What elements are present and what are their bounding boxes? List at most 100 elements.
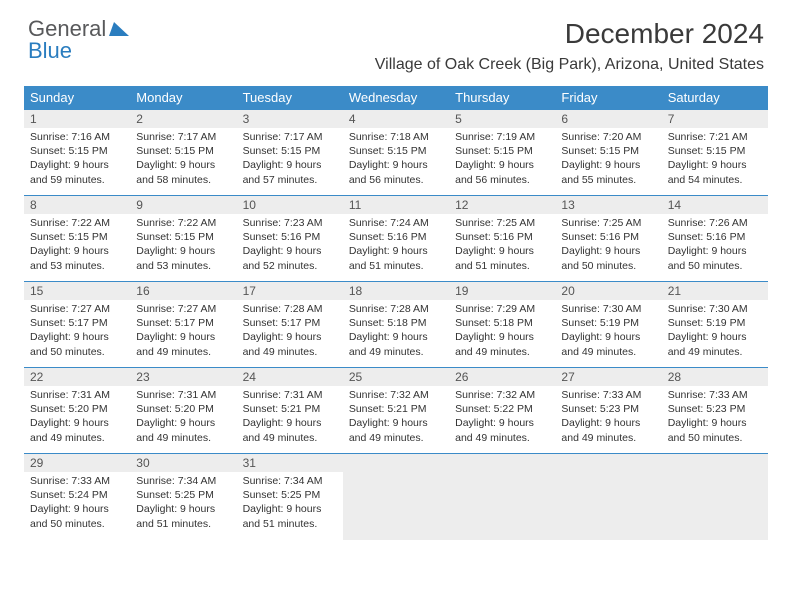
day-detail-line: and 49 minutes.	[349, 345, 445, 359]
day-detail-line: Sunrise: 7:25 AM	[561, 216, 657, 230]
weekday-header: Monday	[130, 86, 236, 110]
day-number: 6	[555, 110, 661, 128]
calendar-day-cell: 17Sunrise: 7:28 AMSunset: 5:17 PMDayligh…	[237, 282, 343, 368]
calendar-day-cell: 21Sunrise: 7:30 AMSunset: 5:19 PMDayligh…	[662, 282, 768, 368]
calendar-day-cell: 26Sunrise: 7:32 AMSunset: 5:22 PMDayligh…	[449, 368, 555, 454]
day-details: Sunrise: 7:31 AMSunset: 5:21 PMDaylight:…	[237, 386, 343, 449]
day-detail-line: Sunset: 5:15 PM	[136, 230, 232, 244]
day-number: 13	[555, 196, 661, 214]
day-detail-line: and 50 minutes.	[30, 517, 126, 531]
day-detail-line: Sunset: 5:21 PM	[349, 402, 445, 416]
day-detail-line: and 49 minutes.	[136, 345, 232, 359]
day-detail-line: Daylight: 9 hours	[668, 330, 764, 344]
weekday-header: Friday	[555, 86, 661, 110]
day-number: 18	[343, 282, 449, 300]
day-detail-line: and 49 minutes.	[243, 345, 339, 359]
day-detail-line: and 50 minutes.	[30, 345, 126, 359]
day-detail-line: Daylight: 9 hours	[668, 244, 764, 258]
day-detail-line: Sunset: 5:19 PM	[561, 316, 657, 330]
day-number: 15	[24, 282, 130, 300]
day-details: Sunrise: 7:34 AMSunset: 5:25 PMDaylight:…	[130, 472, 236, 535]
day-number: 10	[237, 196, 343, 214]
day-detail-line: Daylight: 9 hours	[136, 502, 232, 516]
calendar-day-cell: 12Sunrise: 7:25 AMSunset: 5:16 PMDayligh…	[449, 196, 555, 282]
day-detail-line: and 51 minutes.	[349, 259, 445, 273]
day-detail-line: Daylight: 9 hours	[243, 416, 339, 430]
day-detail-line: and 59 minutes.	[30, 173, 126, 187]
day-detail-line: and 49 minutes.	[561, 345, 657, 359]
day-details: Sunrise: 7:30 AMSunset: 5:19 PMDaylight:…	[555, 300, 661, 363]
day-detail-line: Daylight: 9 hours	[455, 244, 551, 258]
day-detail-line: Daylight: 9 hours	[349, 416, 445, 430]
day-detail-line: and 56 minutes.	[455, 173, 551, 187]
calendar-day-cell: 1Sunrise: 7:16 AMSunset: 5:15 PMDaylight…	[24, 110, 130, 196]
day-detail-line: Sunrise: 7:32 AM	[349, 388, 445, 402]
day-detail-line: Daylight: 9 hours	[349, 330, 445, 344]
day-detail-line: Daylight: 9 hours	[668, 158, 764, 172]
day-details: Sunrise: 7:18 AMSunset: 5:15 PMDaylight:…	[343, 128, 449, 191]
day-detail-line: Sunrise: 7:26 AM	[668, 216, 764, 230]
day-detail-line: Sunset: 5:15 PM	[349, 144, 445, 158]
day-number: 16	[130, 282, 236, 300]
calendar-day-cell: 2Sunrise: 7:17 AMSunset: 5:15 PMDaylight…	[130, 110, 236, 196]
day-detail-line: Daylight: 9 hours	[561, 416, 657, 430]
day-detail-line: and 51 minutes.	[455, 259, 551, 273]
day-number: 26	[449, 368, 555, 386]
day-number: 31	[237, 454, 343, 472]
day-details: Sunrise: 7:32 AMSunset: 5:22 PMDaylight:…	[449, 386, 555, 449]
day-details: Sunrise: 7:22 AMSunset: 5:15 PMDaylight:…	[130, 214, 236, 277]
day-details: Sunrise: 7:17 AMSunset: 5:15 PMDaylight:…	[130, 128, 236, 191]
calendar-empty-cell	[662, 454, 768, 540]
day-number: 1	[24, 110, 130, 128]
day-number: 19	[449, 282, 555, 300]
calendar-week-row: 22Sunrise: 7:31 AMSunset: 5:20 PMDayligh…	[24, 368, 768, 454]
day-detail-line: Sunrise: 7:34 AM	[243, 474, 339, 488]
day-number: 23	[130, 368, 236, 386]
calendar-day-cell: 10Sunrise: 7:23 AMSunset: 5:16 PMDayligh…	[237, 196, 343, 282]
day-details: Sunrise: 7:34 AMSunset: 5:25 PMDaylight:…	[237, 472, 343, 535]
day-detail-line: Sunrise: 7:24 AM	[349, 216, 445, 230]
day-detail-line: and 49 minutes.	[455, 345, 551, 359]
day-details: Sunrise: 7:33 AMSunset: 5:23 PMDaylight:…	[555, 386, 661, 449]
day-detail-line: Sunrise: 7:30 AM	[668, 302, 764, 316]
calendar-day-cell: 27Sunrise: 7:33 AMSunset: 5:23 PMDayligh…	[555, 368, 661, 454]
day-detail-line: Daylight: 9 hours	[136, 158, 232, 172]
day-number: 3	[237, 110, 343, 128]
day-number: 8	[24, 196, 130, 214]
day-detail-line: and 49 minutes.	[30, 431, 126, 445]
day-detail-line: Sunset: 5:23 PM	[668, 402, 764, 416]
weekday-header: Wednesday	[343, 86, 449, 110]
month-title: December 2024	[375, 18, 764, 50]
weekday-header: Thursday	[449, 86, 555, 110]
day-details: Sunrise: 7:24 AMSunset: 5:16 PMDaylight:…	[343, 214, 449, 277]
day-details: Sunrise: 7:23 AMSunset: 5:16 PMDaylight:…	[237, 214, 343, 277]
calendar-day-cell: 7Sunrise: 7:21 AMSunset: 5:15 PMDaylight…	[662, 110, 768, 196]
day-detail-line: and 50 minutes.	[668, 259, 764, 273]
calendar-day-cell: 19 Sunrise: 7:29 AMSunset: 5:18 PMDayligh…	[449, 282, 555, 368]
day-details: Sunrise: 7:27 AMSunset: 5:17 PMDaylight:…	[24, 300, 130, 363]
day-detail-line: Sunset: 5:16 PM	[455, 230, 551, 244]
weekday-header: Tuesday	[237, 86, 343, 110]
day-detail-line: Sunset: 5:16 PM	[349, 230, 445, 244]
logo-text-blue: Blue	[28, 40, 72, 62]
day-detail-line: Sunset: 5:18 PM	[455, 316, 551, 330]
day-detail-line: Sunrise: 7:29 AM	[455, 302, 551, 316]
calendar-empty-cell	[449, 454, 555, 540]
day-detail-line: Sunrise: 7:31 AM	[30, 388, 126, 402]
day-number: 17	[237, 282, 343, 300]
calendar-day-cell: 15Sunrise: 7:27 AMSunset: 5:17 PMDayligh…	[24, 282, 130, 368]
day-number: 30	[130, 454, 236, 472]
weekday-header: Sunday	[24, 86, 130, 110]
day-number: 9	[130, 196, 236, 214]
day-number: 27	[555, 368, 661, 386]
day-detail-line: Daylight: 9 hours	[243, 502, 339, 516]
day-detail-line: Daylight: 9 hours	[455, 330, 551, 344]
day-detail-line: and 49 minutes.	[136, 431, 232, 445]
day-detail-line: and 53 minutes.	[30, 259, 126, 273]
day-details: Sunrise: 7:22 AMSunset: 5:15 PMDaylight:…	[24, 214, 130, 277]
day-detail-line: and 55 minutes.	[561, 173, 657, 187]
day-detail-line: Sunset: 5:22 PM	[455, 402, 551, 416]
day-detail-line: Sunset: 5:15 PM	[455, 144, 551, 158]
day-detail-line: Sunset: 5:17 PM	[30, 316, 126, 330]
day-number: 14	[662, 196, 768, 214]
